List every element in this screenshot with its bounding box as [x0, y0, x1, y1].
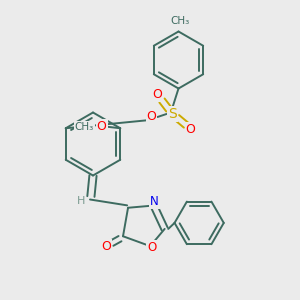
Text: CH₃: CH₃	[75, 122, 94, 132]
Text: N: N	[150, 195, 159, 208]
Text: O: O	[97, 120, 106, 133]
Text: O: O	[147, 241, 156, 254]
Text: S: S	[168, 107, 177, 121]
Text: CH₃: CH₃	[170, 16, 190, 26]
Text: O: O	[153, 88, 162, 101]
Text: H: H	[77, 196, 85, 206]
Text: O: O	[147, 110, 156, 124]
Text: O: O	[102, 240, 112, 253]
Text: O: O	[186, 123, 195, 136]
